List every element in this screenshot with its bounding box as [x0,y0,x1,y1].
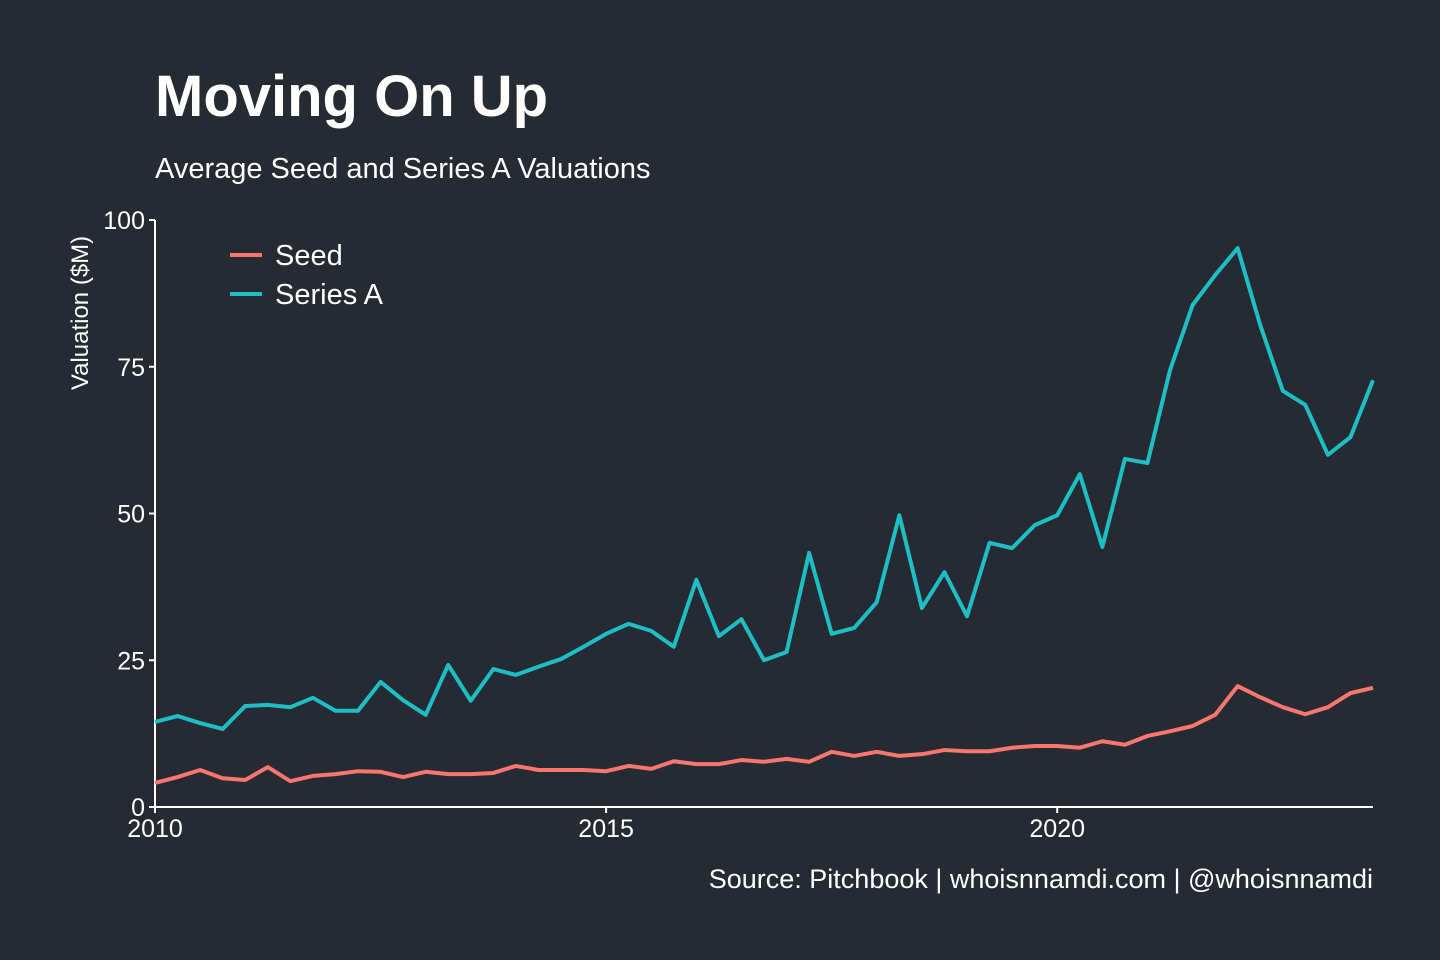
y-tick-label: 100 [103,207,145,235]
x-tick-label: 2015 [578,815,634,843]
x-tick-label: 2010 [127,815,183,843]
series-line [154,246,1375,731]
y-tick-label: 25 [117,647,145,675]
chart-title: Moving On Up [155,64,548,129]
series-line [154,684,1374,785]
y-tick-label: 50 [117,501,145,529]
y-tick-label: 75 [117,354,145,382]
x-tick-label: 2020 [1029,815,1085,843]
y-tick-label: 0 [131,794,145,822]
chart-subtitle: Average Seed and Series A Valuations [155,153,651,185]
source-note: Source: Pitchbook | whoisnnamdi.com | @w… [709,864,1373,894]
legend-label: Series A [275,279,384,311]
y-axis-label: Valuation ($M) [67,236,94,390]
legend-label: Seed [275,240,343,272]
